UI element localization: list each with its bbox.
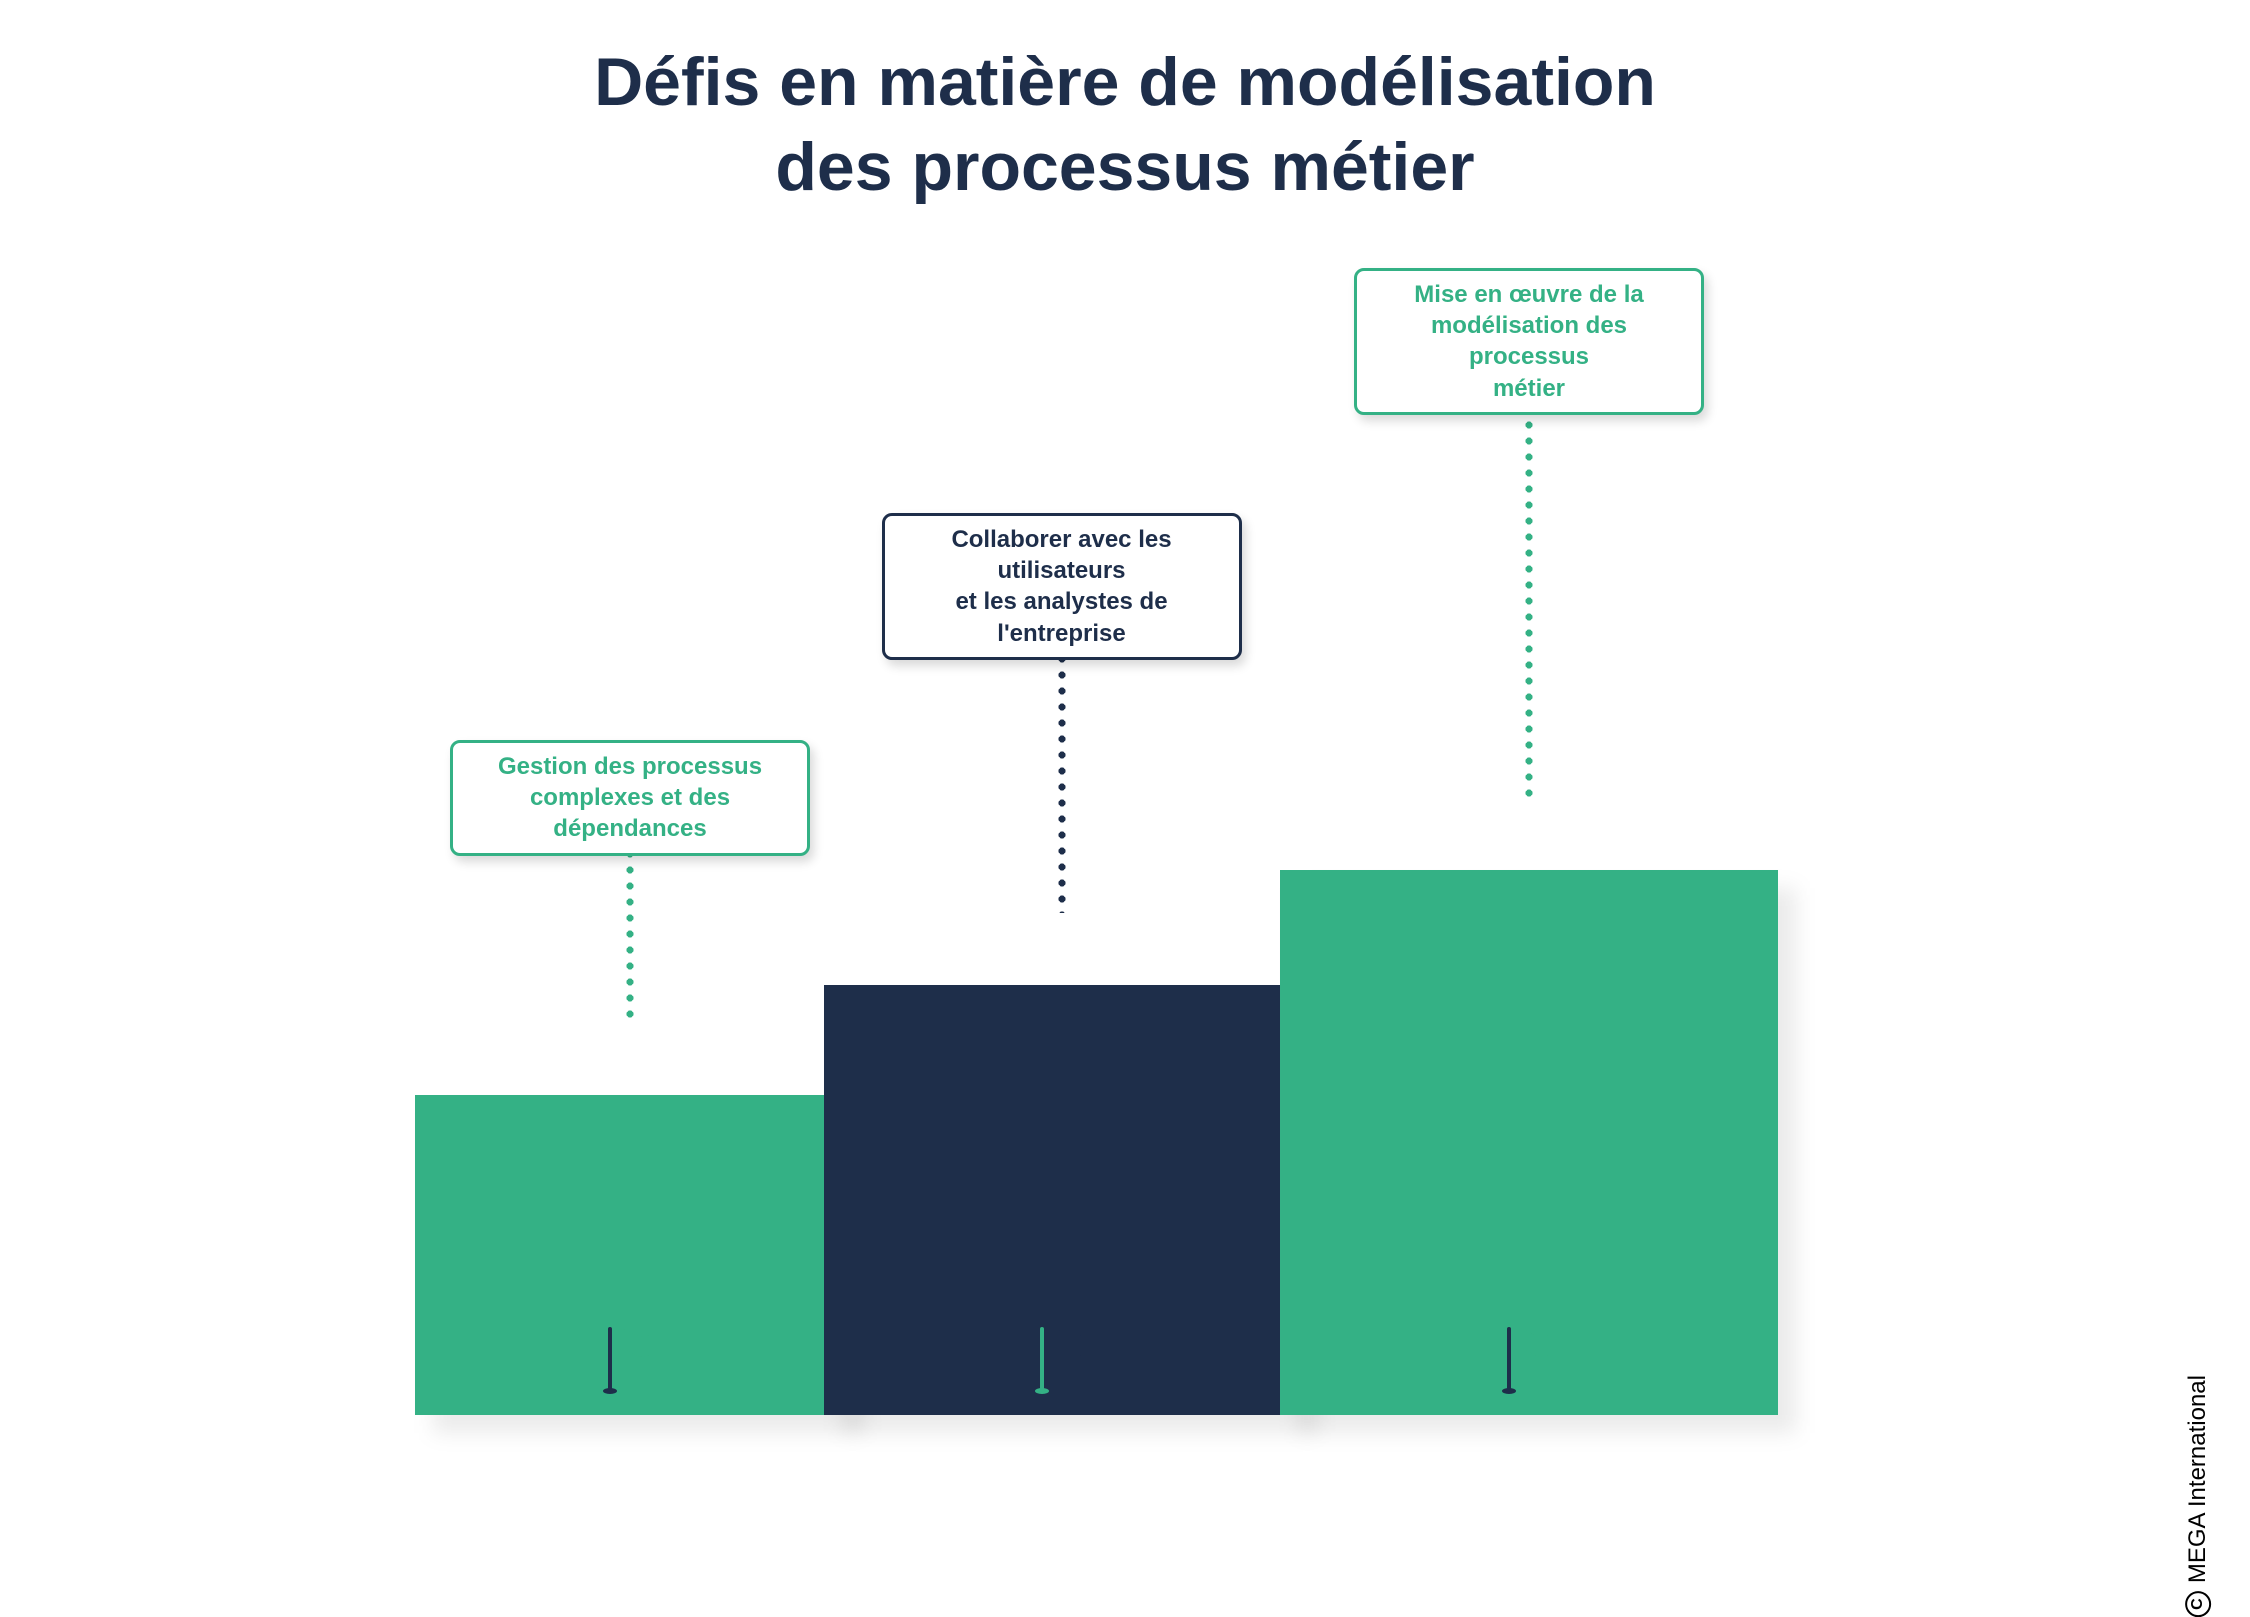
podium-bar-2: Mise en œuvre de la modélisation des pro… [1280, 870, 1778, 1415]
copyright-icon: C [2185, 1591, 2211, 1617]
bar-label-text: Gestion des processus complexes et des d… [469, 751, 791, 845]
flag-icon [1501, 1325, 1557, 1395]
copyright: C MEGA International [2184, 1375, 2212, 1617]
bar-label-box: Gestion des processus complexes et des d… [450, 740, 810, 856]
flag-icon [602, 1325, 658, 1395]
podium-bar-1: Collaborer avec les utilisateurs et les … [824, 985, 1299, 1415]
bar-label-box: Collaborer avec les utilisateurs et les … [882, 513, 1242, 660]
bar-label-text: Mise en œuvre de la modélisation des pro… [1373, 279, 1685, 404]
flag-icon [1034, 1325, 1090, 1395]
connector-line [625, 830, 635, 1025]
copyright-text: MEGA International [2184, 1375, 2212, 1583]
connector-line [1524, 385, 1534, 800]
bar-label-text: Collaborer avec les utilisateurs et les … [901, 524, 1223, 649]
podium-chart: Gestion des processus complexes et des d… [0, 0, 2250, 1415]
bar-label-box: Mise en œuvre de la modélisation des pro… [1354, 268, 1704, 415]
podium-bar-0: Gestion des processus complexes et des d… [415, 1095, 845, 1415]
